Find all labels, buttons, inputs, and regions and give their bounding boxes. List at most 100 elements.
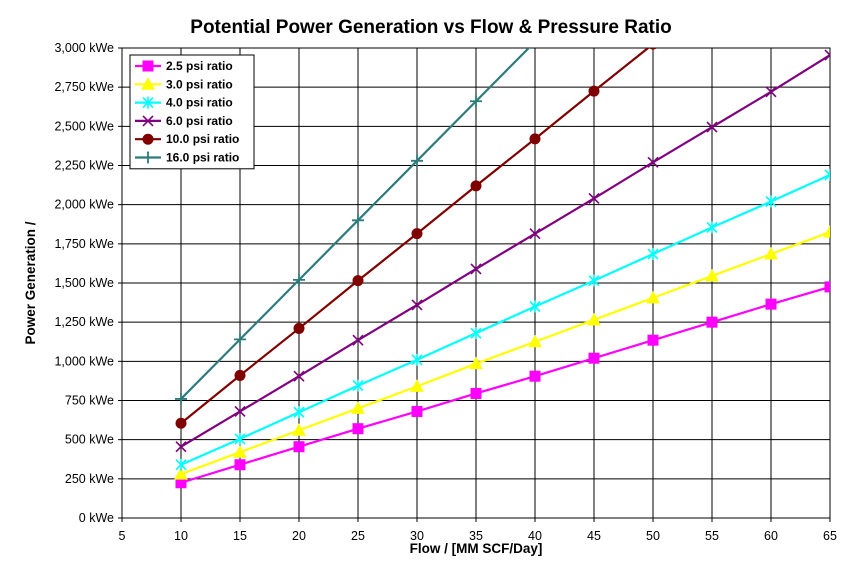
data-point <box>765 195 777 208</box>
data-point <box>352 275 364 287</box>
data-point <box>411 405 423 417</box>
data-point <box>705 268 719 282</box>
data-point <box>588 352 600 364</box>
series-1 <box>174 225 830 480</box>
x-tick-label: 25 <box>351 529 365 543</box>
series-2 <box>175 168 830 471</box>
legend-label: 4.0 psi ratio <box>166 96 233 110</box>
data-point <box>234 369 246 381</box>
data-point <box>293 441 305 453</box>
data-point <box>706 221 718 234</box>
data-point <box>174 467 188 480</box>
legend-marker <box>142 151 154 164</box>
series-line <box>180 54 830 448</box>
x-tick-label: 10 <box>174 529 188 543</box>
series-line <box>180 231 830 476</box>
data-point <box>649 48 657 50</box>
legend-item: 10.0 psi ratio <box>135 132 239 146</box>
legend-marker <box>142 60 154 72</box>
plot-area <box>174 48 830 489</box>
y-tick-label: 2,250 kWe <box>54 159 114 173</box>
y-axis: 0 kWe 250 kWe 500 kWe 750 kWe 1,000 kWe 1,250… <box>54 41 122 525</box>
data-point <box>529 370 541 382</box>
data-point <box>293 406 305 419</box>
x-tick-label: 5 <box>119 529 126 543</box>
data-point <box>529 133 541 145</box>
legend-label: 3.0 psi ratio <box>166 77 233 91</box>
series-line <box>180 48 650 425</box>
legend-marker <box>141 77 155 90</box>
data-point <box>706 121 718 133</box>
data-point <box>587 312 601 326</box>
x-tick-label: 40 <box>528 529 542 543</box>
data-point <box>706 316 718 328</box>
legend-label: 6.0 psi ratio <box>166 114 233 128</box>
legend-marker <box>142 96 154 109</box>
data-point <box>352 423 364 435</box>
data-point <box>292 423 306 436</box>
x-tick-label: 30 <box>410 529 424 543</box>
series-3 <box>175 49 830 453</box>
data-point <box>293 273 305 286</box>
data-point <box>411 154 423 167</box>
y-tick-label: 1,500 kWe <box>54 276 114 290</box>
data-point <box>646 290 660 304</box>
data-point <box>175 458 187 471</box>
data-point <box>234 405 246 418</box>
legend-label: 2.5 psi ratio <box>166 59 233 73</box>
y-tick-label: 0 kWe <box>79 511 114 525</box>
legend: 2.5 psi ratio 3.0 psi ratio 4.0 psi ratio 6… <box>129 54 255 170</box>
legend-item: 4.0 psi ratio <box>135 96 233 110</box>
data-point <box>410 379 424 392</box>
y-tick-label: 1,250 kWe <box>54 315 114 329</box>
x-tick-label: 55 <box>705 529 719 543</box>
data-point <box>411 353 423 366</box>
data-point <box>411 299 423 311</box>
y-axis-title: Power Generation / <box>23 221 38 344</box>
legend-item: 16.0 psi ratio <box>135 151 239 165</box>
y-tick-label: 250 kWe <box>65 472 114 486</box>
legend-label: 10.0 psi ratio <box>166 132 239 146</box>
data-point <box>529 228 541 240</box>
data-point <box>764 246 778 260</box>
y-tick-label: 3,000 kWe <box>54 41 114 55</box>
legend-marker <box>142 115 154 127</box>
legend-marker <box>142 133 154 145</box>
data-point <box>647 334 659 346</box>
legend-item: 6.0 psi ratio <box>135 114 233 128</box>
x-tick-label: 45 <box>587 529 601 543</box>
y-tick-label: 1,750 kWe <box>54 237 114 251</box>
y-tick-label: 2,500 kWe <box>54 119 114 133</box>
y-tick-label: 1,000 kWe <box>54 354 114 368</box>
legend-item: 3.0 psi ratio <box>135 77 233 91</box>
data-point <box>411 228 423 240</box>
x-tick-label: 50 <box>646 529 660 543</box>
data-point <box>588 85 600 97</box>
series-0 <box>175 281 830 489</box>
data-point <box>824 168 830 181</box>
data-point <box>765 86 777 98</box>
data-point <box>293 370 305 382</box>
data-point <box>647 248 659 261</box>
data-point <box>470 263 482 275</box>
data-point <box>824 49 830 61</box>
data-point <box>470 387 482 399</box>
data-point <box>529 300 541 313</box>
chart-title: Potential Power Generation vs Flow & Pre… <box>190 17 671 38</box>
data-point <box>234 333 246 346</box>
series-4 <box>175 48 657 429</box>
y-tick-label: 500 kWe <box>65 433 114 447</box>
data-point <box>293 322 305 334</box>
data-point <box>469 356 483 370</box>
x-axis-title: Flow / [MM SCF/Day] <box>410 541 543 556</box>
x-tick-label: 20 <box>292 529 306 543</box>
y-tick-label: 2,750 kWe <box>54 80 114 94</box>
data-point <box>470 180 482 192</box>
data-point <box>647 156 659 168</box>
data-point <box>765 298 777 310</box>
data-point <box>233 445 247 458</box>
data-point <box>175 392 187 405</box>
data-point <box>352 379 364 392</box>
series-line <box>180 173 830 466</box>
